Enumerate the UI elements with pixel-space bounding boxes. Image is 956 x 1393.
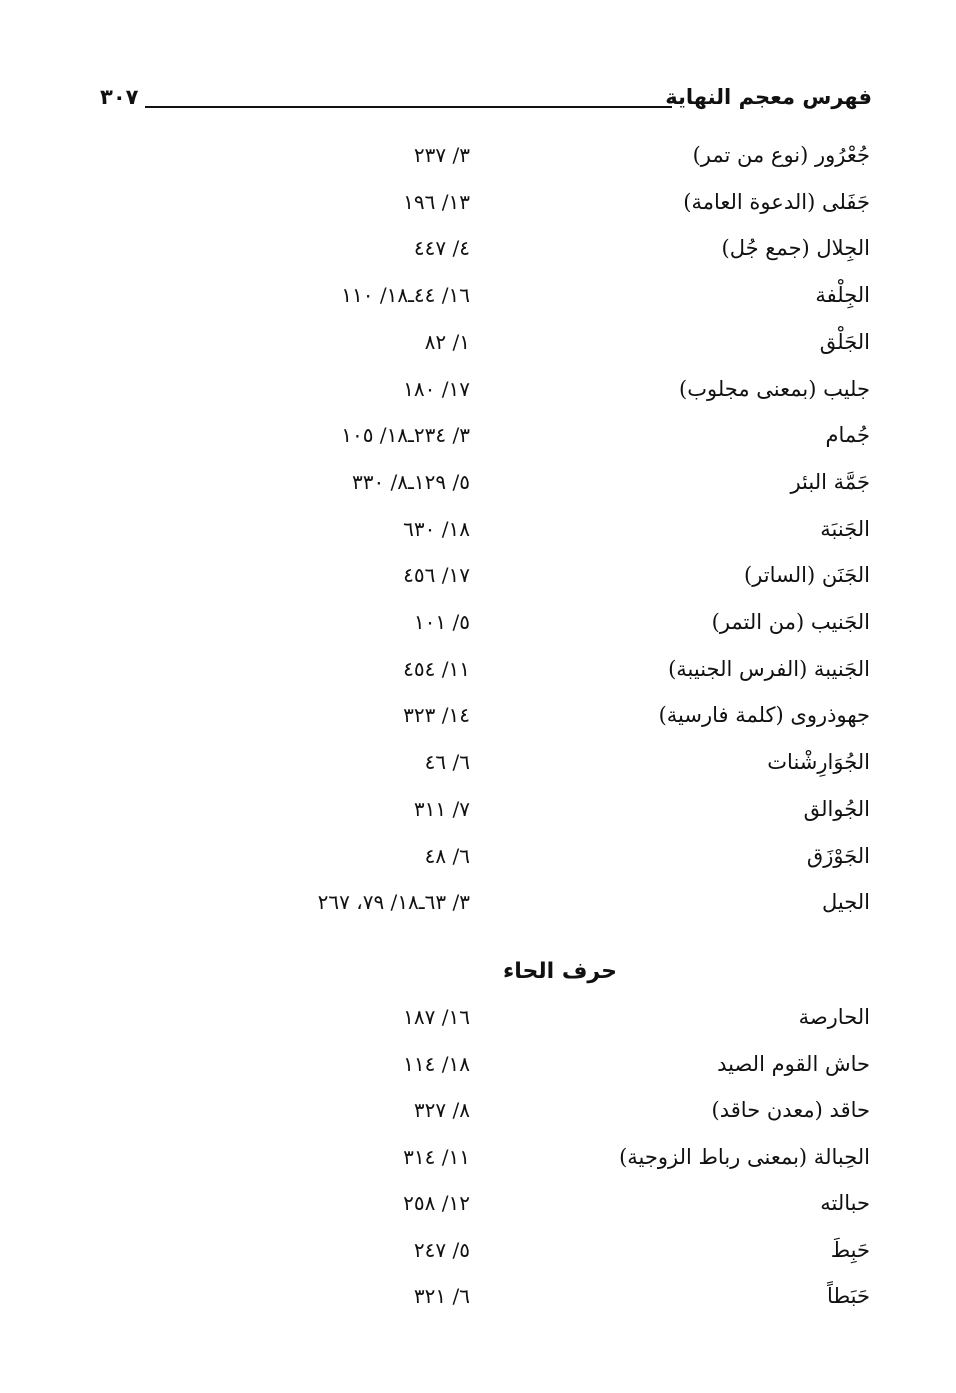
entry-reference: ١/ ٨٢ [424,329,470,354]
section-heading: حرف الحاء [503,958,617,984]
running-header: فهرس معجم النهاية ٣٠٧ [100,84,872,120]
index-entry: الحِبالة (بمعنى رباط الزوجية) ١١/ ٣١٤ [0,1145,956,1185]
entry-term: الجُوَارِشْنات [767,750,870,775]
entry-term: الجَنَن (الساتر) [744,563,870,588]
entry-reference: ١٨/ ٦٣٠ [403,516,470,541]
entry-term: الجِلْفة [815,283,870,308]
entry-term: جَمَّة البئر [790,469,870,494]
index-entry: الجِلال (جمع جُل) ٤/ ٤٤٧ [0,236,956,276]
entry-reference: ١١/ ٤٥٤ [403,656,470,681]
entry-term: حَبِطَ [830,1237,870,1262]
entry-reference: ١٧/ ٤٥٦ [403,563,470,588]
header-title: فهرس معجم النهاية [665,84,872,109]
entry-reference: ٥/ ١٢٩ـ٨/ ٣٣٠ [351,469,470,494]
entry-term: حاقد (معدن حاقد) [711,1098,870,1122]
index-entry: جَفَلى (الدعوة العامة) ١٣/ ١٩٦ [0,190,956,230]
entry-term: الجيل [821,890,870,915]
entry-term: حاش القوم الصيد [717,1051,870,1076]
entry-reference: ١٢/ ٢٥٨ [403,1191,470,1215]
entry-reference: ٤/ ٤٤٧ [413,236,470,261]
index-entry: حاقد (معدن حاقد) ٨/ ٣٢٧ [0,1098,956,1138]
index-entry: الجَوْزَق ٦/ ٤٨ [0,844,956,884]
entry-term: الجُوالق [803,796,870,821]
index-entry: جُمام ٣/ ٢٣٤ـ١٨/ ١٠٥ [0,423,956,463]
header-rule [145,106,672,108]
index-entry: الجَلْق ١/ ٨٢ [0,330,956,370]
index-entry: حبالته ١٢/ ٢٥٨ [0,1191,956,1231]
entry-term: حبالته [820,1191,870,1215]
index-entry: الحارصة ١٦/ ١٨٧ [0,1005,956,1045]
entry-term: الجَلْق [819,329,870,354]
entry-term: جَفَلى (الدعوة العامة) [683,189,870,214]
entry-reference: ١٧/ ١٨٠ [403,376,470,401]
index-entry: حَبَطاً ٦/ ٣٢١ [0,1284,956,1324]
index-entry: جهوذروى (كلمة فارسية) ١٤/ ٣٢٣ [0,703,956,743]
index-entry: الجَنَن (الساتر) ١٧/ ٤٥٦ [0,563,956,603]
index-entry: الجُوَارِشْنات ٦/ ٤٦ [0,750,956,790]
entry-reference: ٥/ ٢٤٧ [413,1237,470,1262]
index-entry: الجَنبَة ١٨/ ٦٣٠ [0,517,956,557]
entry-reference: ٦/ ٤٨ [424,843,470,868]
index-entry: جُعْرُور (نوع من تمر) ٣/ ٢٣٧ [0,143,956,183]
entry-reference: ١٤/ ٣٢٣ [403,703,470,728]
entry-term: جُعْرُور (نوع من تمر) [692,143,870,167]
entry-term: جهوذروى (كلمة فارسية) [658,703,870,728]
entry-reference: ١١/ ٣١٤ [403,1144,470,1169]
entry-reference: ٣/ ٢٣٧ [413,143,470,167]
entry-reference: ٨/ ٣٢٧ [413,1098,470,1122]
entry-reference: ٣/ ٦٣ـ١٨/ ٧٩، ٢٦٧ [317,890,470,915]
entry-term: الجَنيب (من التمر) [711,610,870,634]
index-entry: جليب (بمعنى مجلوب) ١٧/ ١٨٠ [0,377,956,417]
index-entry: الجَنيبة (الفرس الجنيبة) ١١/ ٤٥٤ [0,657,956,697]
entry-term: الحِبالة (بمعنى رباط الزوجية) [619,1144,870,1169]
entry-term: الحارصة [798,1005,870,1029]
entry-reference: ١٦/ ١٨٧ [403,1005,470,1029]
index-entry: حَبِطَ ٥/ ٢٤٧ [0,1238,956,1278]
entry-reference: ٣/ ٢٣٤ـ١٨/ ١٠٥ [341,423,470,448]
entry-reference: ٥/ ١٠١ [413,610,470,634]
index-entry: جَمَّة البئر ٥/ ١٢٩ـ٨/ ٣٣٠ [0,470,956,510]
entry-term: الجَنيبة (الفرس الجنيبة) [668,656,870,681]
page-number: ٣٠٧ [100,84,139,109]
index-entry: الجُوالق ٧/ ٣١١ [0,797,956,837]
entry-reference: ١٣/ ١٩٦ [403,189,470,214]
entry-term: حَبَطاً [827,1284,870,1308]
index-entry: الجَنيب (من التمر) ٥/ ١٠١ [0,610,956,650]
entry-reference: ١٨/ ١١٤ [403,1051,470,1076]
entry-reference: ٦/ ٤٦ [424,750,470,775]
entry-term: جليب (بمعنى مجلوب) [679,376,870,401]
index-entry: الجيل ٣/ ٦٣ـ١٨/ ٧٩، ٢٦٧ [0,890,956,930]
entry-reference: ٦/ ٣٢١ [413,1284,470,1308]
entry-term: الجِلال (جمع جُل) [721,236,871,261]
index-entry: حاش القوم الصيد ١٨/ ١١٤ [0,1052,956,1092]
entry-term: الجَوْزَق [806,843,870,868]
entry-reference: ١٦/ ٤٤ـ١٨/ ١١٠ [341,283,470,308]
entry-reference: ٧/ ٣١١ [413,796,470,821]
index-entry: الجِلْفة ١٦/ ٤٤ـ١٨/ ١١٠ [0,283,956,323]
entry-term: جُمام [825,423,870,448]
entry-term: الجَنبَة [820,516,870,541]
